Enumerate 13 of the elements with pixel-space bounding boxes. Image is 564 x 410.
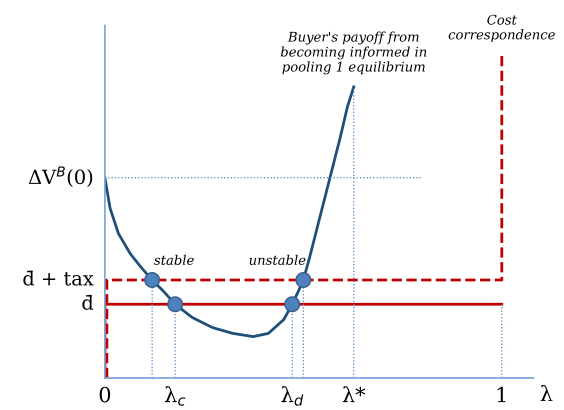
x-tick-label: λ$_{d}$ (281, 386, 304, 406)
x-axis-title: λ (540, 384, 552, 401)
annotation: d̄ (82, 294, 94, 310)
x-tick-label: 0 (100, 386, 110, 402)
annotation: Cost correspondence (448, 14, 555, 42)
x-tick-label: 1 (498, 386, 506, 402)
annotation: unstable (250, 254, 306, 265)
x-tick-label: λ* (342, 386, 366, 402)
x-tick-label: λ$_{c}$ (164, 386, 186, 406)
annotation: d̄ + tax (23, 270, 94, 286)
annotation: ΔV$^{B}$(0) (28, 166, 92, 187)
annotation: Buyer's payoff from becoming informed in pooling 1 equilibrium (280, 32, 426, 74)
annotation: stable (154, 254, 194, 265)
